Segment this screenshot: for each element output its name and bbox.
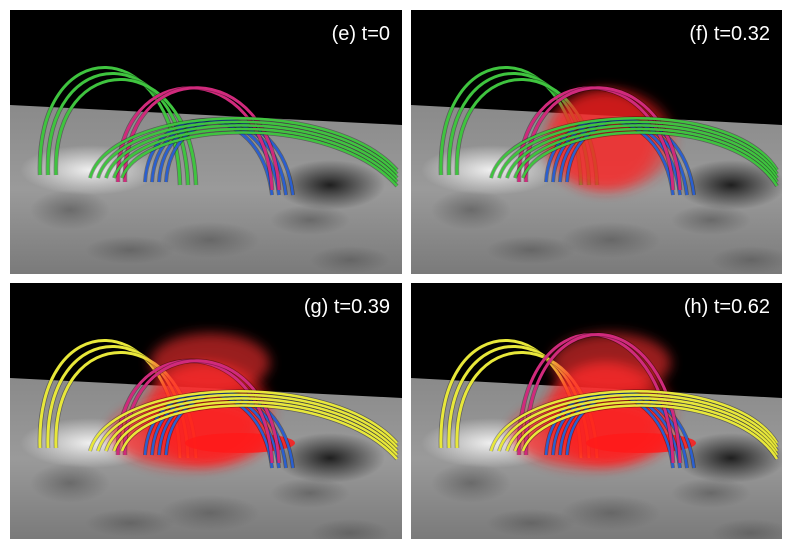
surface-spot — [85, 236, 175, 264]
surface-spot — [486, 236, 576, 264]
surface-spot — [486, 509, 576, 537]
surface-spot — [431, 190, 511, 230]
surface-spot — [711, 246, 791, 274]
surface-spot — [561, 222, 661, 258]
surface-spot — [160, 495, 260, 531]
surface-spot — [310, 246, 390, 274]
surface-spot — [85, 509, 175, 537]
surface-spot — [160, 222, 260, 258]
surface-spot — [30, 463, 110, 503]
figure: (e) t=0 (f) t=0.32 (g) t=0.39 (h) t=0.62 — [0, 0, 791, 549]
panel: (f) t=0.32 — [411, 10, 791, 274]
panel: (h) t=0.62 — [411, 283, 791, 547]
surface-spot — [711, 519, 791, 547]
surface-spot — [561, 495, 661, 531]
panel-label: (g) t=0.39 — [304, 296, 390, 318]
surface-spot — [310, 519, 390, 547]
panel-label: (e) t=0 — [332, 23, 390, 45]
panel-label: (f) t=0.32 — [689, 23, 770, 45]
surface-spot — [431, 463, 511, 503]
panel: (e) t=0 — [10, 10, 402, 274]
surface-spot — [30, 190, 110, 230]
panel: (g) t=0.39 — [10, 283, 402, 547]
panel-label: (h) t=0.62 — [684, 296, 770, 318]
